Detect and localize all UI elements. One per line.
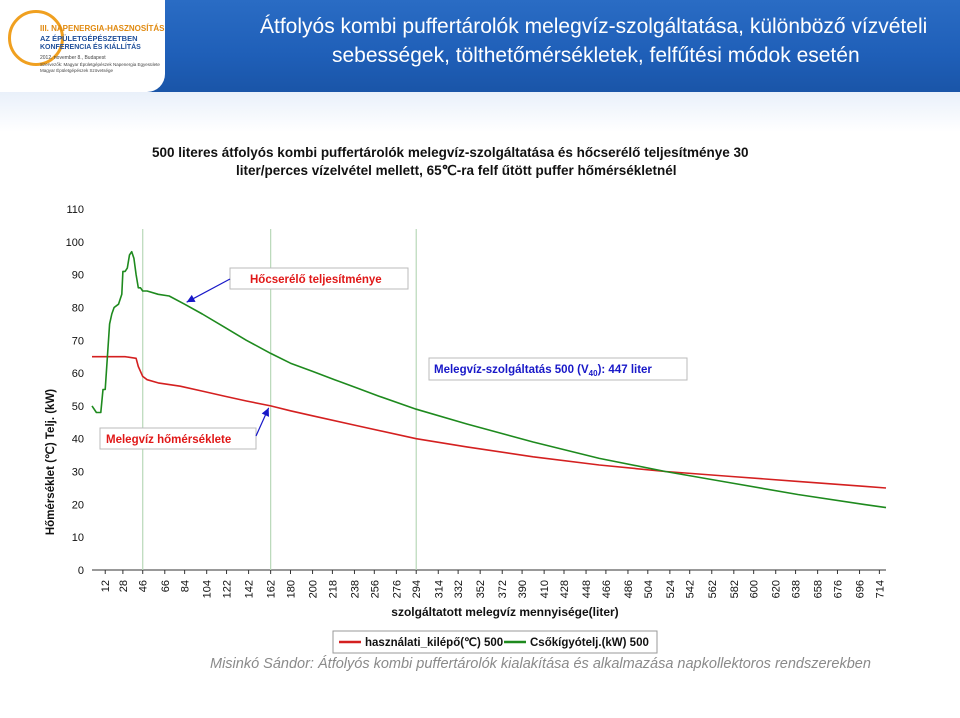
conference-logo: III. NAPENERGIA-HASZNOSÍTÁS AZ ÉPÜLETGÉP… [0,0,165,92]
y-tick-label: 90 [72,270,84,282]
annotation-hot-water-temp: Melegvíz hőmérséklete [99,427,257,450]
y-tick-label: 110 [66,204,84,216]
x-tick-label: 28 [118,580,130,592]
logo-line-6: Magyar Épületgépészek Szövetsége [40,68,114,73]
annotation-hot-water-service-sub: 40 [589,369,598,378]
annotation-heat-exchanger-text: Hőcserélő teljesítménye [250,274,382,286]
x-tick-label: 486 [623,580,635,598]
x-tick-label: 142 [244,580,256,598]
x-tick-label: 162 [266,580,278,598]
x-tick-label: 562 [707,580,719,598]
chart-legend: használati_kilépő(℃) 500 Csőkígyótelj.(k… [332,630,658,654]
x-tick-label: 218 [327,580,339,598]
x-tick-label: 12 [100,580,112,592]
x-axis-label: szolgáltatott melegvíz mennyisége(liter) [391,605,618,619]
x-tick-label: 466 [601,580,613,598]
y-tick-label: 10 [72,532,84,544]
x-tick-label: 390 [517,580,529,598]
x-tick-label: 448 [581,580,593,598]
logo-line-5: Szervezők: Magyar Épületgépészek Napener… [40,62,160,67]
logo-line-2: AZ ÉPÜLETGÉPÉSZETBEN [40,34,138,43]
slide-title-line-2: sebességek, tölthetőmérsékletek, felfűté… [332,44,860,67]
y-tick-label: 70 [72,335,84,347]
x-tick-label: 256 [369,580,381,598]
logo-line-1: III. NAPENERGIA-HASZNOSÍTÁS [40,24,165,33]
y-axis-label: Hőmérséklet (℃) Telj. (kW) [44,389,57,535]
chart-panel: 500 literes átfolyós kombi puffertárolók… [36,132,910,662]
x-tick-label: 676 [832,580,844,598]
x-tick-label: 84 [180,580,192,592]
annotation-hot-water-temp-text: Melegvíz hőmérséklete [106,434,231,446]
annotation-hot-water-service-text: Melegvíz-szolgáltatás 500 (V40): 447 lit… [434,364,652,378]
series-line-outlet-temp [92,355,887,489]
annotation-hot-water-service-main: Melegvíz-szolgáltatás 500 (V [434,364,589,376]
x-tick-label: 638 [791,580,803,598]
chart-title-line-1: 500 literes átfolyós kombi puffertárolók… [152,145,748,160]
x-tick-label: 122 [222,580,234,598]
x-tick-label: 276 [391,580,403,598]
chart-title-line-2: liter/perces vízelvétel mellett, 65℃-ra … [236,163,677,178]
line-chart: 500 literes átfolyós kombi puffertárolók… [44,145,887,654]
annotation-arrow-heat-exchanger [186,278,231,303]
x-tick-label: 294 [411,580,423,598]
x-tick-label: 372 [497,580,509,598]
x-tick-label: 66 [160,580,172,592]
annotation-arrow-hot-water-temp-head [261,407,270,417]
x-tick-label: 714 [874,580,886,598]
x-tick-label: 200 [308,580,320,598]
y-tick-label: 20 [72,499,84,511]
annotation-heat-exchanger: Hőcserélő teljesítménye [229,267,409,290]
series-line-coil-power [91,250,887,509]
y-tick-label: 30 [72,467,84,479]
legend-label-red: használati_kilépő(℃) 500 [365,636,503,649]
x-tick-label: 504 [643,580,655,598]
annotation-arrow-heat-exchanger-head [186,294,196,303]
y-tick-label: 50 [72,401,84,413]
slide-title-line-1: Átfolyós kombi puffertárolók melegvíz-sz… [260,15,928,38]
legend-label-green: Csőkígyótelj.(kW) 500 [530,637,649,649]
logo-line-3: KONFERENCIA ÉS KIÁLLÍTÁS [40,44,141,51]
y-tick-label: 60 [72,368,84,380]
logo-sun-icon [8,10,64,66]
y-tick-label: 80 [72,302,84,314]
y-tick-label: 40 [72,434,84,446]
slide-header: III. NAPENERGIA-HASZNOSÍTÁS AZ ÉPÜLETGÉP… [0,0,960,92]
y-tick-label: 100 [66,237,84,249]
x-tick-label: 582 [729,580,741,598]
annotation-hot-water-service: Melegvíz-szolgáltatás 500 (V40): 447 lit… [428,357,688,381]
x-tick-label: 600 [749,580,761,598]
x-tick-label: 332 [453,580,465,598]
x-tick-label: 542 [685,580,697,598]
x-tick-label: 428 [559,580,571,598]
annotation-hot-water-service-after: ): 447 liter [598,364,653,376]
x-tick-label: 696 [855,580,867,598]
x-tick-label: 314 [433,580,445,598]
x-tick-label: 104 [202,580,214,598]
slide-footer: Misinkó Sándor: Átfolyós kombi puffertár… [210,656,871,672]
y-tick-label: 0 [78,565,84,577]
x-tick-label: 658 [813,580,825,598]
x-tick-label: 352 [475,580,487,598]
x-tick-label: 524 [665,580,677,598]
x-tick-label: 180 [286,580,298,598]
x-tick-label: 46 [138,580,150,592]
x-tick-label: 620 [771,580,783,598]
logo-line-4: 2012. november 8., Budapest [40,55,106,61]
x-tick-label: 410 [539,580,551,598]
x-tick-label: 238 [349,580,361,598]
header-shadow [0,92,960,132]
